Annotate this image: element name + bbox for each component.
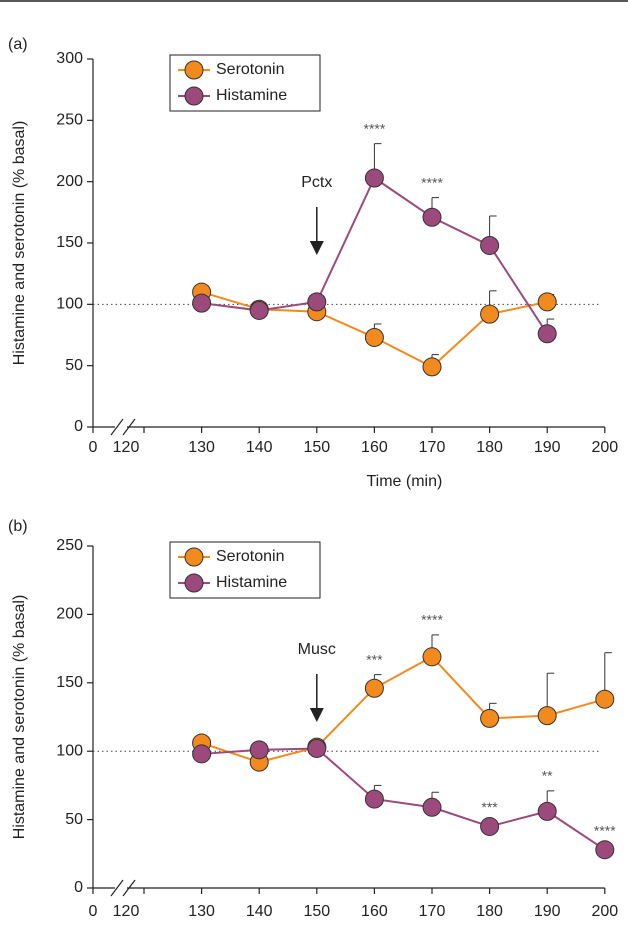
significance: **** [421,174,443,190]
y-tick-label: 250 [56,112,83,129]
x-tick-label: 170 [419,903,446,920]
marker [537,801,557,821]
marker [192,744,212,764]
x-tick-label: 140 [246,439,273,456]
x-tick-label: 120 [113,439,140,456]
legend-marker [184,547,204,567]
y-axis-label: Histamine and serotonin (% basal) [11,595,28,840]
y-tick-label: 200 [56,173,83,190]
marker [364,789,384,809]
x-tick-label: 180 [476,439,503,456]
series-line [201,747,606,851]
x-tick-label: 160 [361,903,388,920]
marker [422,357,442,377]
x-tick-label: 130 [188,903,215,920]
legend-marker [184,86,204,106]
x-tick-label: 150 [303,439,330,456]
x-axis-label: Time (min) [366,473,442,490]
arrow-head [309,708,324,722]
marker [364,168,384,188]
marker [537,324,557,344]
y-tick-label: 50 [65,357,83,374]
significance: **** [421,612,443,628]
legend-label: Serotonin [216,548,285,565]
marker [307,738,327,758]
marker [480,708,500,728]
marker [595,689,615,709]
x-tick-label: 160 [361,439,388,456]
y-tick-label: 100 [56,742,83,759]
y-tick-label: 150 [56,674,83,691]
axis-break [110,879,124,897]
y-tick-label: 50 [65,811,83,828]
x-tick-label: 200 [591,903,618,920]
marker [595,840,615,860]
panel-label: (b) [8,518,28,535]
marker [364,678,384,698]
marker [480,816,500,836]
y-tick-label: 150 [56,234,83,251]
marker [192,293,212,313]
marker [537,706,557,726]
x-tick-label: 170 [419,439,446,456]
series-line [201,655,606,764]
axis-break [122,879,136,897]
marker [364,327,384,347]
marker [480,304,500,324]
x-tick-label: 120 [113,903,140,920]
y-tick-label: 200 [56,606,83,623]
legend-marker [184,573,204,593]
legend-label: Histamine [216,87,287,104]
marker [422,647,442,667]
marker [537,292,557,312]
y-tick-label: 0 [74,418,83,435]
arrow-label: Musc [298,641,336,658]
arrow-label: Pctx [301,174,332,191]
y-axis-label: Histamine and serotonin (% basal) [11,121,28,366]
x-tick-label: 130 [188,439,215,456]
y-tick-label: 300 [56,50,83,67]
marker [249,300,269,320]
panel-label: (a) [8,36,28,53]
legend-label: Histamine [216,574,287,591]
significance: **** [594,822,616,838]
marker [480,235,500,255]
legend-label: Serotonin [216,61,285,78]
x-tick-label: 150 [303,903,330,920]
x-tick-label: 190 [534,439,561,456]
x-tick-label: 0 [89,903,98,920]
axis-break [110,418,124,436]
axis-break [122,418,136,436]
marker [422,207,442,227]
y-tick-label: 0 [74,879,83,896]
significance: *** [481,799,498,815]
significance: **** [364,120,386,136]
x-tick-label: 180 [476,903,503,920]
marker [307,292,327,312]
arrow-head [309,241,324,255]
marker [249,740,269,760]
x-tick-label: 140 [246,903,273,920]
significance: ** [542,768,553,784]
x-tick-label: 0 [89,439,98,456]
marker [422,797,442,817]
y-tick-label: 100 [56,296,83,313]
significance: *** [366,651,383,667]
x-tick-label: 190 [534,903,561,920]
x-tick-label: 200 [591,439,618,456]
legend-marker [184,60,204,80]
y-tick-label: 250 [56,537,83,554]
